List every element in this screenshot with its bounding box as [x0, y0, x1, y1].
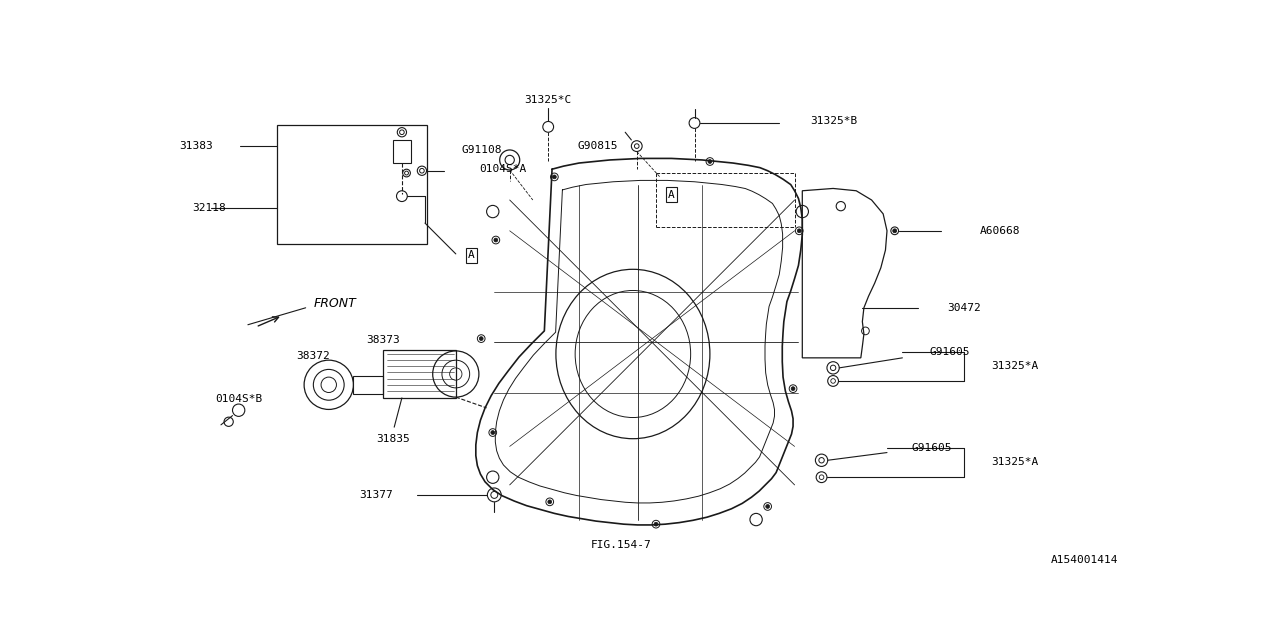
- Bar: [278, 125, 428, 244]
- Text: 30472: 30472: [947, 303, 980, 313]
- Circle shape: [708, 159, 712, 163]
- Text: G91605: G91605: [929, 348, 970, 358]
- Circle shape: [479, 337, 483, 340]
- Text: A154001414: A154001414: [1051, 556, 1117, 565]
- Text: 31325*C: 31325*C: [525, 95, 572, 105]
- Text: 31835: 31835: [376, 434, 410, 444]
- Text: A: A: [467, 250, 475, 260]
- Circle shape: [553, 175, 557, 179]
- Text: 38373: 38373: [366, 335, 399, 345]
- Text: 31325*A: 31325*A: [991, 457, 1038, 467]
- Text: 31325*A: 31325*A: [991, 360, 1038, 371]
- Text: FIG.154-7: FIG.154-7: [591, 540, 652, 550]
- Circle shape: [548, 500, 552, 504]
- Text: G91108: G91108: [462, 145, 502, 155]
- Text: 31383: 31383: [179, 141, 214, 151]
- Circle shape: [765, 504, 769, 508]
- Text: 0104S*B: 0104S*B: [215, 394, 262, 404]
- Circle shape: [494, 238, 498, 242]
- Text: FRONT: FRONT: [314, 298, 356, 310]
- Text: 38372: 38372: [297, 351, 330, 360]
- Circle shape: [892, 229, 896, 233]
- Bar: [393, 140, 411, 163]
- Text: 32118: 32118: [192, 203, 227, 212]
- Text: 31325*B: 31325*B: [810, 116, 858, 125]
- Circle shape: [654, 522, 658, 526]
- Circle shape: [791, 387, 795, 390]
- Circle shape: [797, 229, 801, 233]
- Text: G90815: G90815: [577, 141, 617, 151]
- Text: 0104S*A: 0104S*A: [479, 164, 526, 174]
- Text: G91605: G91605: [911, 443, 952, 453]
- Bar: [353, 376, 383, 394]
- Text: A: A: [668, 189, 675, 200]
- Text: A60668: A60668: [979, 226, 1020, 236]
- Text: 31377: 31377: [358, 490, 393, 500]
- Circle shape: [490, 431, 494, 435]
- Bar: [383, 350, 456, 398]
